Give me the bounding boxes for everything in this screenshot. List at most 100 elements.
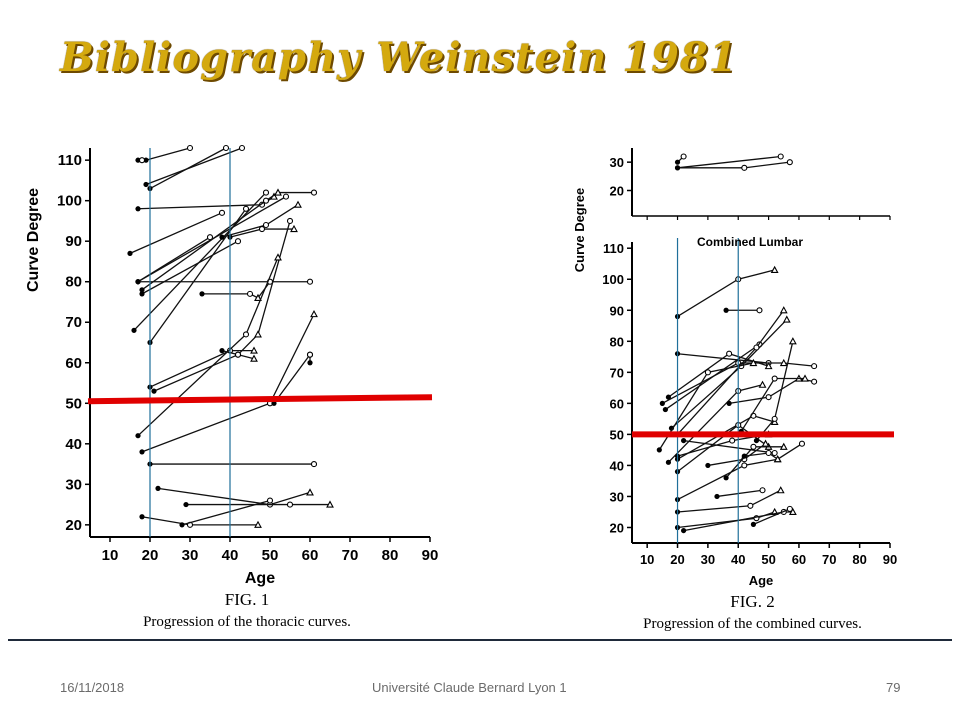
series-group — [656, 265, 818, 534]
series-line — [716, 489, 763, 498]
x-tick-label: 50 — [761, 552, 775, 567]
data-point — [779, 442, 788, 450]
figure-2-caption-block: FIG. 2 Progression of the combined curve… — [600, 592, 905, 633]
data-point — [788, 337, 797, 345]
data-point — [681, 437, 687, 444]
series-line — [753, 508, 791, 525]
data-point — [151, 388, 157, 394]
threshold-line — [87, 394, 433, 405]
y-tick-label: 30 — [65, 476, 82, 493]
data-point — [801, 374, 809, 382]
series-line — [755, 341, 794, 442]
data-point — [262, 189, 270, 196]
data-point — [219, 234, 225, 240]
x-tick-label: 10 — [640, 552, 654, 567]
series-line — [677, 489, 782, 513]
footer-page-number: 79 — [886, 680, 901, 695]
data-point — [741, 462, 748, 469]
data-point — [659, 400, 665, 406]
data-point — [811, 363, 818, 370]
data-point — [779, 306, 788, 314]
figure-1-caption: Progression of the thoracic curves. — [143, 614, 351, 630]
figure-2-caption: Progression of the combined curves. — [643, 616, 862, 632]
y-tick-label: 90 — [610, 303, 624, 318]
series-line — [667, 384, 763, 463]
data-point — [771, 449, 778, 457]
upper-y-tick-label: 30 — [610, 155, 624, 170]
series-line — [145, 147, 243, 186]
data-point — [250, 346, 258, 354]
data-point — [246, 290, 254, 297]
y-tick-label: 50 — [65, 395, 82, 412]
y-axis-label: Curve Degree — [572, 188, 587, 273]
series-line — [671, 319, 788, 429]
figure-2-chart: 20 30 40 50 60 70 80 90 100 110 10 20 30 40 50 60 70 80 90… — [572, 148, 897, 588]
data-point — [759, 487, 766, 494]
y-tick-label: 30 — [610, 489, 624, 504]
data-point — [306, 351, 314, 358]
x-tick-label: 60 — [792, 552, 806, 567]
series-line — [677, 511, 775, 529]
data-point — [306, 488, 314, 496]
data-point — [788, 507, 797, 516]
x-tick-label: 20 — [670, 552, 684, 567]
data-point — [262, 197, 270, 204]
data-point — [723, 307, 729, 313]
data-point — [761, 439, 770, 447]
upper-data-point — [741, 164, 748, 171]
series-line — [157, 487, 311, 506]
data-point — [138, 157, 146, 164]
data-point — [729, 437, 736, 444]
x-tick-label: 90 — [422, 547, 439, 564]
series-line — [149, 208, 247, 343]
series-line — [133, 192, 267, 331]
x-tick-label: 60 — [302, 547, 319, 564]
data-point — [726, 350, 733, 357]
x-tick-label: 20 — [142, 547, 159, 564]
x-tick-label: 70 — [822, 552, 836, 567]
y-tick-label: 50 — [610, 427, 624, 442]
data-point — [131, 327, 137, 333]
data-point — [139, 514, 145, 520]
data-point — [139, 291, 145, 297]
upper-data-point — [674, 159, 681, 165]
x-tick-label: 70 — [342, 547, 359, 564]
data-point — [254, 330, 262, 338]
data-point — [306, 278, 314, 285]
data-point — [234, 238, 242, 245]
data-point — [186, 144, 194, 152]
figure-1-caption-block: FIG. 1 Progression of the thoracic curve… — [92, 590, 402, 631]
data-point — [765, 449, 772, 457]
y-tick-label: 90 — [65, 233, 82, 250]
upper-data-point — [674, 165, 681, 171]
data-point — [254, 520, 262, 528]
y-tick-label: 70 — [610, 365, 624, 380]
series-line — [662, 362, 815, 404]
data-point — [326, 500, 334, 508]
data-point — [662, 406, 668, 413]
x-tick-label: 10 — [102, 547, 119, 564]
series-group — [127, 144, 334, 528]
series-line — [683, 439, 775, 454]
footer-institution: Université Claude Bernard Lyon 1 — [372, 680, 567, 695]
y-tick-label: 110 — [603, 241, 624, 256]
upper-series-line — [677, 161, 790, 169]
data-point — [756, 307, 763, 314]
data-point — [770, 265, 779, 273]
y-tick-label: 20 — [610, 520, 624, 535]
x-tick-label: 30 — [182, 547, 199, 564]
data-point — [779, 358, 788, 367]
data-point — [764, 361, 773, 370]
y-tick-label: 40 — [65, 436, 82, 453]
data-point — [139, 449, 145, 455]
x-tick-label: 40 — [731, 552, 745, 567]
upper-y-tick-label: 20 — [610, 184, 624, 199]
data-point — [282, 193, 290, 200]
data-point — [773, 455, 782, 463]
figure-1: 20 30 40 50 60 70 80 90 100 110 10 20 30 40 50 60 70 80 90… — [18, 140, 458, 587]
data-point — [811, 378, 818, 385]
upper-data-point — [680, 153, 687, 160]
series-line — [129, 212, 223, 254]
data-point — [747, 502, 754, 509]
